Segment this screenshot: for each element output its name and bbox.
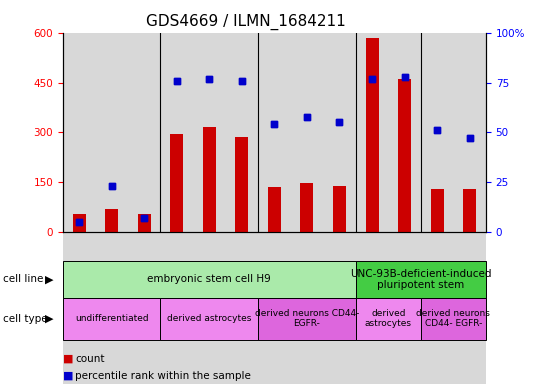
Text: derived neurons CD44-
EGFR-: derived neurons CD44- EGFR-	[255, 309, 359, 328]
Bar	[138, 214, 151, 232]
Bar	[290, 33, 323, 384]
Bar	[170, 134, 183, 232]
Text: derived
astrocytes: derived astrocytes	[365, 309, 412, 328]
Point	[173, 78, 181, 84]
Text: cell type: cell type	[3, 314, 48, 324]
Bar	[235, 137, 248, 232]
Point	[238, 78, 246, 84]
Bar	[203, 127, 216, 232]
Point	[75, 219, 84, 225]
Bar	[463, 189, 476, 232]
Point	[107, 183, 116, 189]
Point	[433, 127, 442, 134]
Bar	[225, 33, 258, 384]
Bar	[323, 33, 356, 384]
Bar	[63, 33, 96, 384]
Bar	[365, 38, 378, 232]
Bar	[388, 33, 421, 384]
Text: count: count	[75, 354, 105, 364]
Bar	[431, 189, 443, 232]
Point	[270, 121, 278, 127]
Bar	[170, 134, 183, 232]
Point	[433, 127, 442, 134]
Text: derived astrocytes: derived astrocytes	[167, 314, 252, 323]
Bar	[463, 189, 476, 232]
Text: ■: ■	[63, 371, 73, 381]
Bar	[398, 79, 411, 232]
Point	[205, 76, 213, 82]
Bar	[128, 33, 161, 384]
Point	[335, 119, 344, 126]
Point	[205, 76, 213, 82]
Text: undifferentiated: undifferentiated	[75, 314, 149, 323]
Bar	[203, 127, 216, 232]
Point	[302, 113, 311, 119]
Point	[465, 136, 474, 142]
Point	[367, 76, 376, 82]
Bar	[268, 187, 281, 232]
Bar	[161, 33, 193, 384]
Bar	[268, 187, 281, 232]
Point	[400, 73, 409, 79]
Point	[173, 78, 181, 84]
Point	[270, 121, 278, 127]
Bar	[398, 79, 411, 232]
Bar	[138, 214, 151, 232]
Point	[107, 183, 116, 189]
Bar	[453, 33, 486, 384]
Point	[302, 113, 311, 119]
Point	[465, 136, 474, 142]
Text: ▶: ▶	[45, 314, 54, 324]
Bar	[105, 209, 118, 232]
Bar	[300, 183, 313, 232]
Bar	[300, 183, 313, 232]
Point	[335, 119, 344, 126]
Text: ▶: ▶	[45, 274, 54, 285]
Point	[238, 78, 246, 84]
Bar	[73, 214, 86, 232]
Bar	[96, 33, 128, 384]
Bar	[235, 137, 248, 232]
Bar	[421, 33, 453, 384]
Point	[140, 215, 149, 222]
Text: ■: ■	[63, 354, 73, 364]
Text: GDS4669 / ILMN_1684211: GDS4669 / ILMN_1684211	[146, 13, 346, 30]
Text: percentile rank within the sample: percentile rank within the sample	[75, 371, 251, 381]
Bar	[333, 186, 346, 232]
Point	[367, 76, 376, 82]
Bar	[258, 33, 290, 384]
Text: derived neurons
CD44- EGFR-: derived neurons CD44- EGFR-	[417, 309, 490, 328]
Text: embryonic stem cell H9: embryonic stem cell H9	[147, 274, 271, 285]
Bar	[105, 209, 118, 232]
Point	[75, 219, 84, 225]
Bar	[356, 33, 388, 384]
Bar	[333, 186, 346, 232]
Text: UNC-93B-deficient-induced
pluripotent stem: UNC-93B-deficient-induced pluripotent st…	[350, 268, 491, 290]
Bar	[431, 189, 443, 232]
Bar	[193, 33, 225, 384]
Bar	[73, 214, 86, 232]
Point	[400, 73, 409, 79]
Text: cell line: cell line	[3, 274, 43, 285]
Point	[140, 215, 149, 222]
Bar	[365, 38, 378, 232]
